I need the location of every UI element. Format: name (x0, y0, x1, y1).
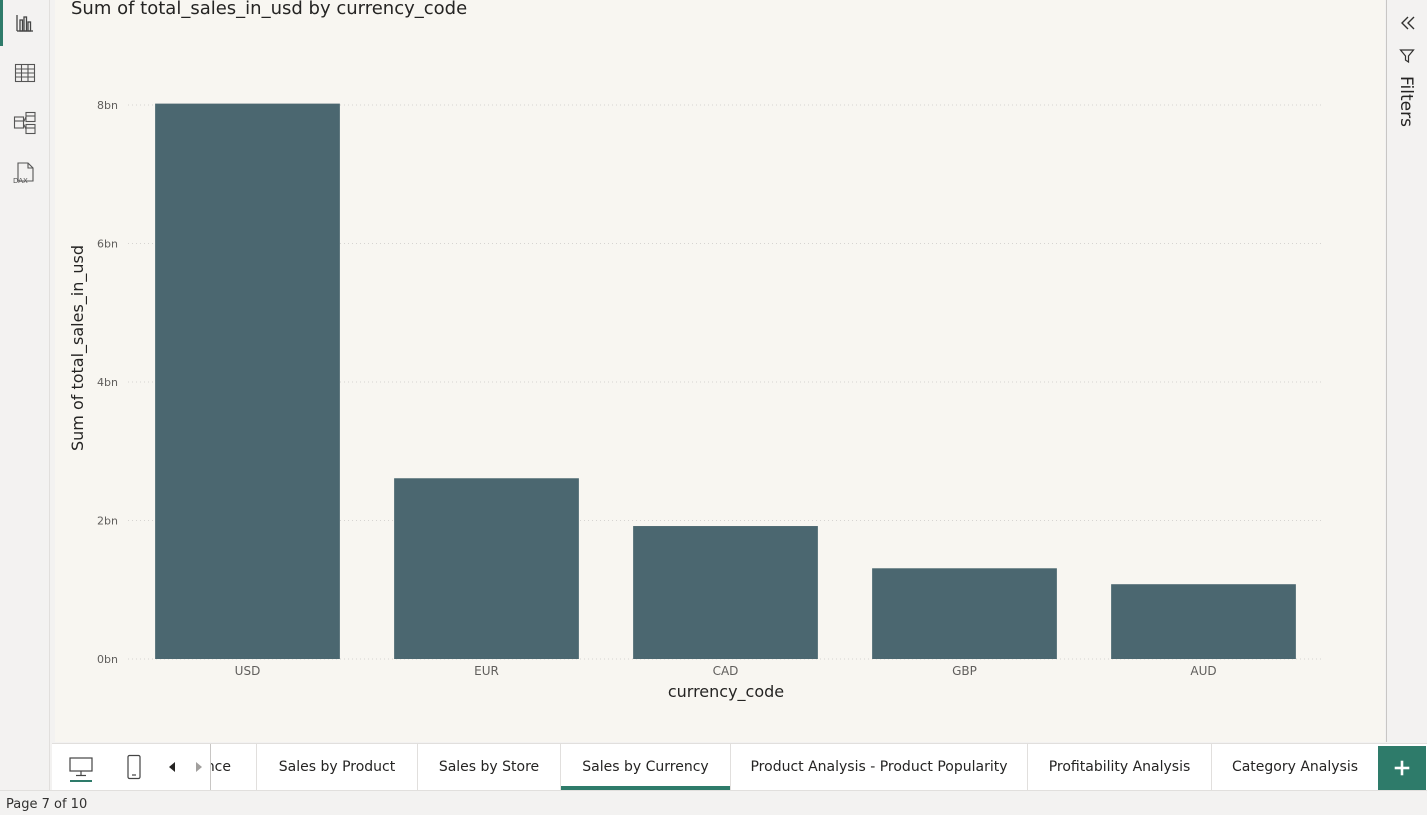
mobile-layout-button[interactable] (114, 744, 154, 790)
page-tab-category-analysis[interactable]: Category Analysis (1211, 744, 1378, 790)
y-axis-title: Sum of total_sales_in_usd (68, 245, 88, 451)
model-view-button[interactable] (0, 100, 50, 146)
y-tick-label: 8bn (97, 99, 118, 112)
page-tab-product-analysis[interactable]: Product Analysis - Product Popularity (730, 744, 1027, 790)
x-axis-title: currency_code (668, 682, 784, 702)
filters-pane: Filters (1386, 0, 1427, 742)
prev-page-button[interactable] (162, 744, 182, 790)
bar-aud[interactable] (1111, 584, 1296, 659)
page-tab-sales-by-store[interactable]: Sales by Store (417, 744, 560, 790)
page-tab-label: Profitability Analysis (1048, 759, 1191, 775)
x-tick-label: AUD (1190, 664, 1216, 678)
y-tick-label: 4bn (97, 376, 118, 389)
bar-usd[interactable] (155, 103, 340, 660)
add-page-button[interactable] (1378, 746, 1426, 790)
caret-left-icon (169, 762, 175, 772)
page-tab-label: nce (211, 759, 231, 775)
model-icon (13, 111, 36, 135)
x-tick-label: USD (235, 664, 261, 678)
dax-icon: DAX (13, 162, 34, 185)
page-tab-label: Category Analysis (1231, 759, 1359, 775)
bar-chart-icon (16, 15, 33, 32)
mobile-icon (127, 754, 141, 780)
table-view-button[interactable] (0, 50, 50, 96)
page-tab-sales-by-currency[interactable]: Sales by Currency (560, 744, 730, 790)
filters-label[interactable]: Filters (1396, 76, 1416, 127)
page-tab-label: Sales by Currency (582, 759, 709, 775)
caret-right-icon (196, 762, 202, 772)
report-canvas: 0bn 2bn 4bn 6bn 8bn USD EUR CAD GBP AUD Sum of t… (55, 0, 1385, 742)
bar-cad[interactable] (633, 526, 818, 659)
page-tab-clipped[interactable]: nce (210, 744, 256, 790)
page-tab-label: Sales by Product (278, 759, 396, 775)
x-tick-label: EUR (474, 664, 499, 678)
report-view-button[interactable] (0, 0, 50, 46)
bar-gbp[interactable] (872, 568, 1057, 659)
table-grid-icon (14, 63, 36, 83)
funnel-icon (1399, 49, 1415, 64)
page-indicator: Page 7 of 10 (6, 797, 88, 812)
plus-icon (1394, 760, 1410, 776)
y-tick-label: 0bn (97, 653, 118, 666)
chart-title: Sum of total_sales_in_usd by currency_co… (71, 0, 468, 19)
expand-filters-button[interactable] (1395, 10, 1421, 36)
page-tab-label: Sales by Store (438, 759, 540, 775)
page-tab-bar: nce Sales by Product Sales by Store Sale… (52, 743, 1427, 790)
dax-query-view-button[interactable]: DAX (0, 150, 50, 196)
next-page-button[interactable] (190, 744, 208, 790)
y-tick-label: 6bn (97, 238, 118, 251)
left-view-rail: DAX (0, 0, 50, 790)
page-tab-sales-by-product[interactable]: Sales by Product (256, 744, 417, 790)
page-tab-profitability-analysis[interactable]: Profitability Analysis (1027, 744, 1211, 790)
svg-text:DAX: DAX (13, 177, 28, 185)
x-tick-label: CAD (713, 664, 739, 678)
status-bar: Page 7 of 10 (0, 790, 1427, 815)
page-tab-label: Product Analysis - Product Popularity (750, 759, 1008, 775)
desktop-layout-button[interactable] (58, 744, 104, 790)
bar-eur[interactable] (394, 478, 579, 659)
double-chevron-left-icon (1401, 16, 1415, 30)
desktop-icon (69, 757, 93, 777)
bar-chart[interactable]: 0bn 2bn 4bn 6bn 8bn USD EUR CAD GBP AUD Sum of t… (55, 0, 1385, 742)
x-tick-label: GBP (952, 664, 977, 678)
y-tick-label: 2bn (97, 515, 118, 528)
